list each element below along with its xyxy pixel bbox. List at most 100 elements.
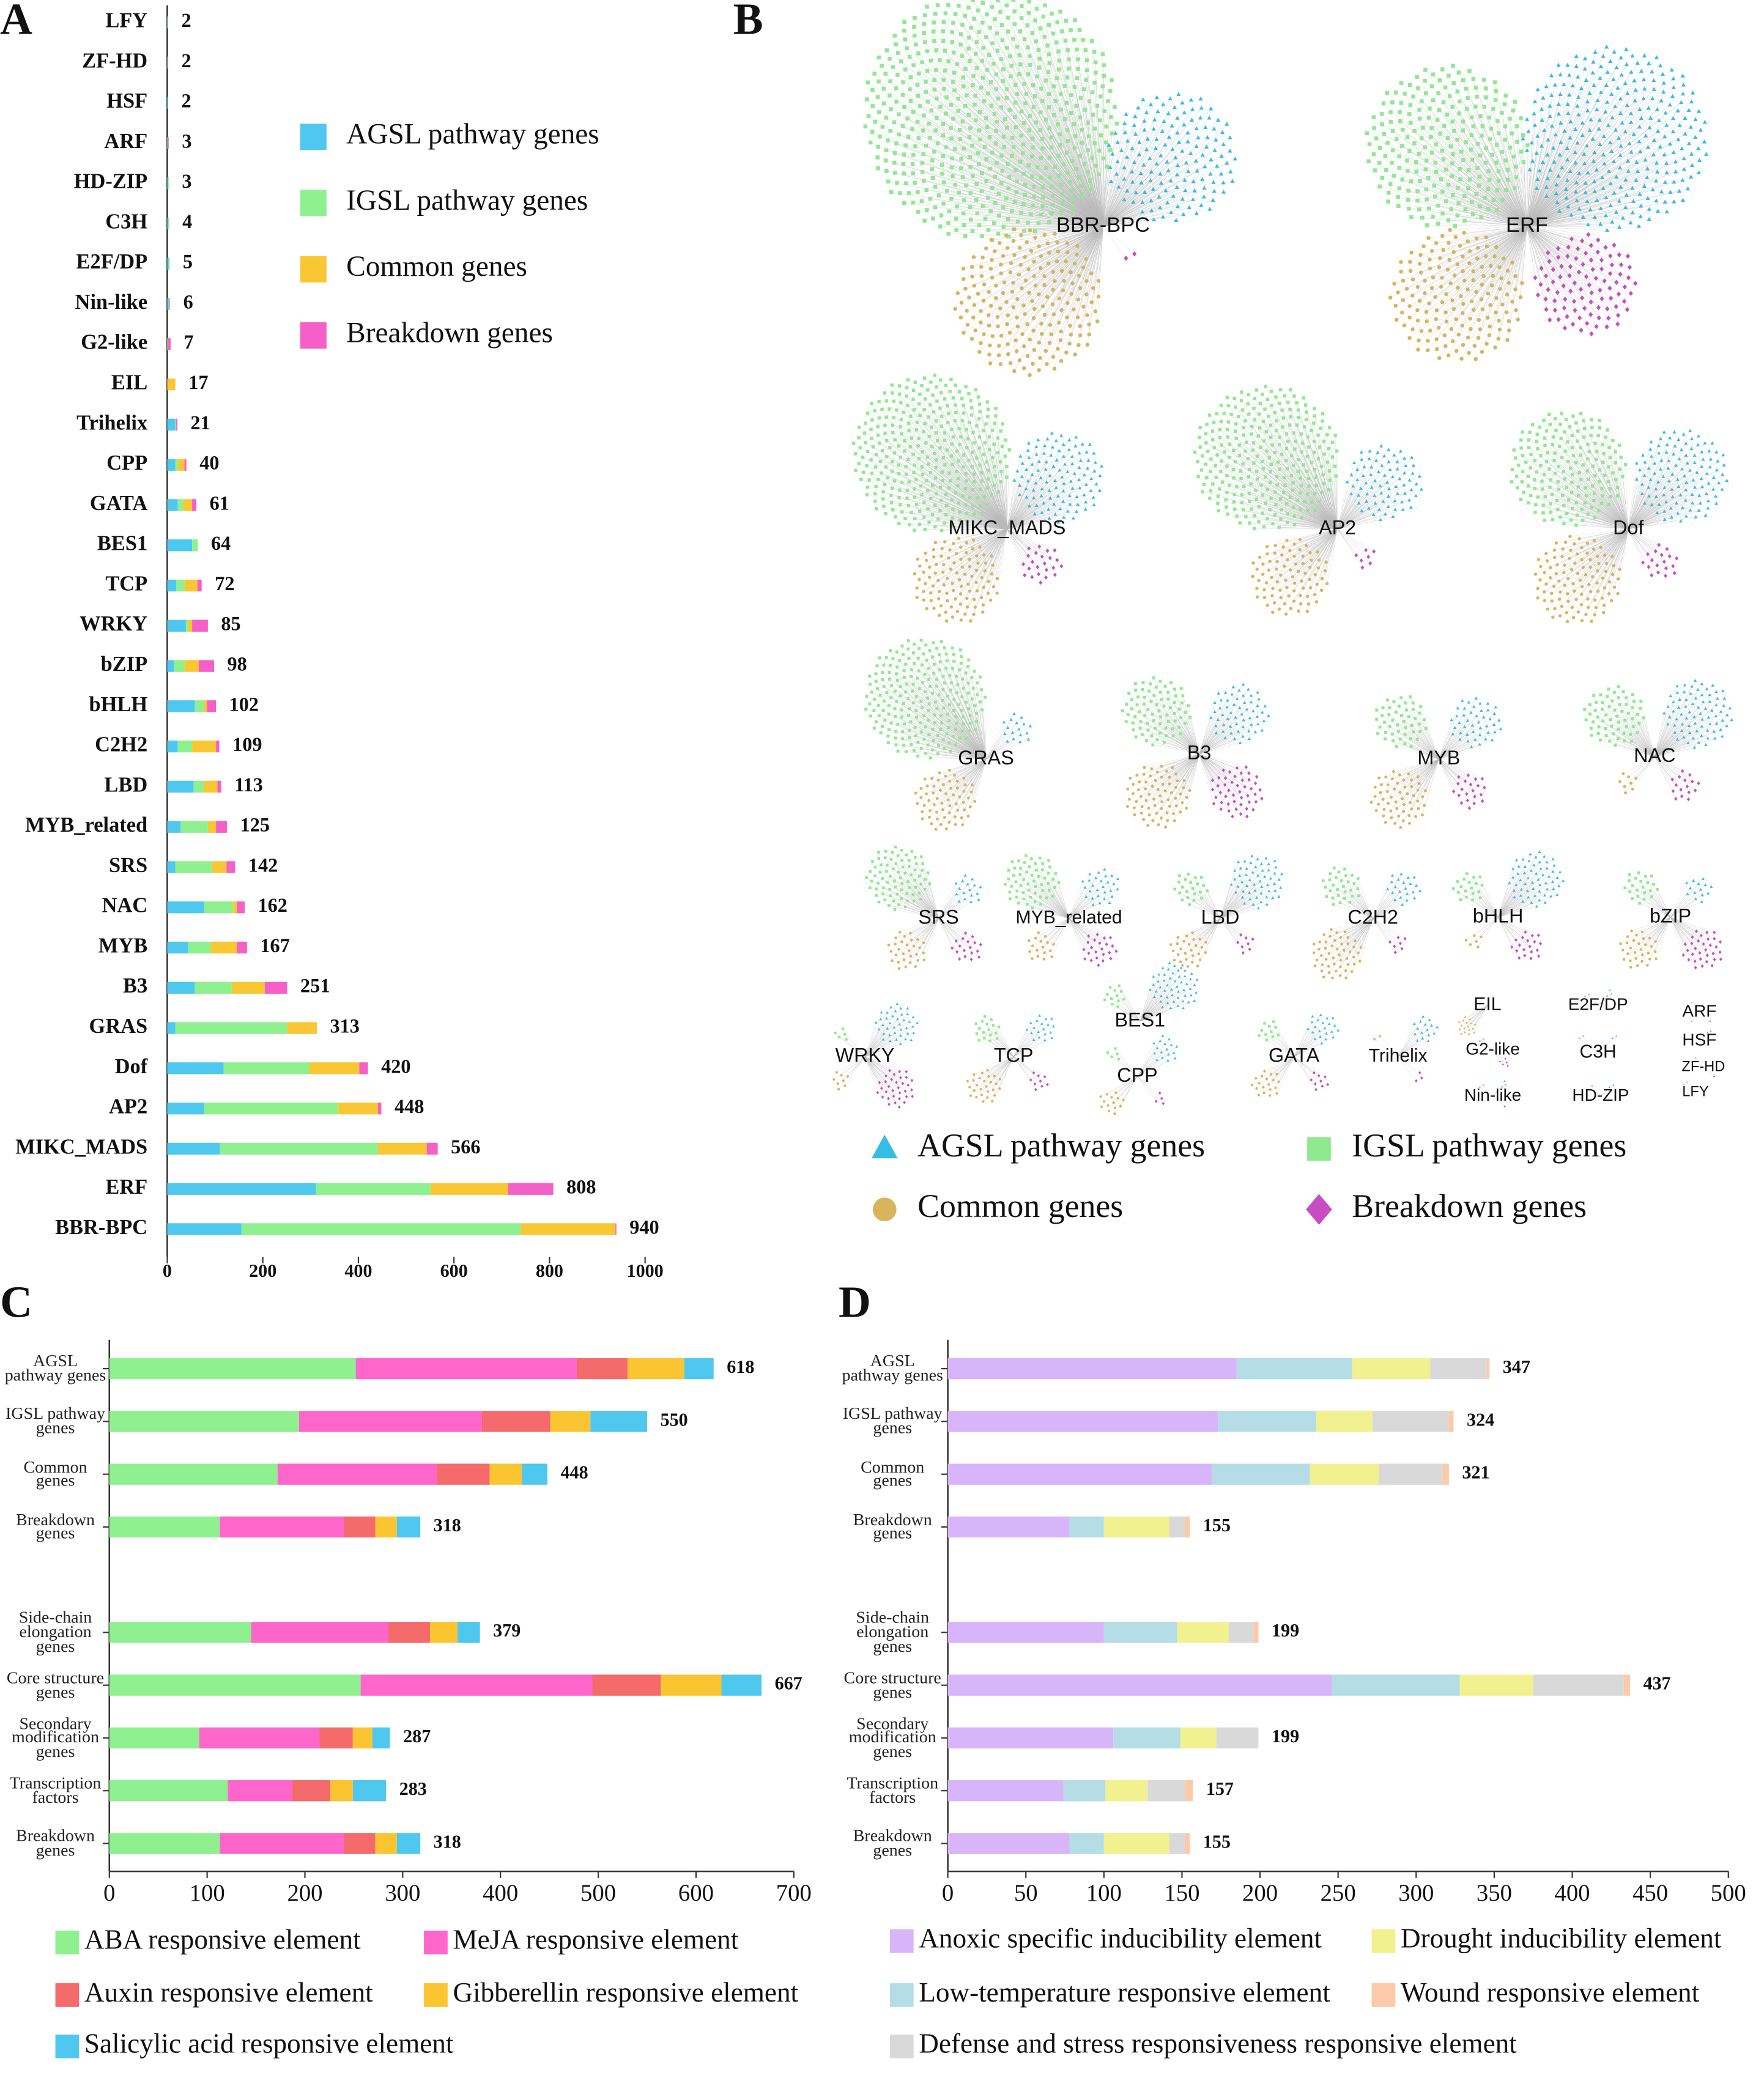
edge (1103, 150, 1215, 227)
edge (934, 151, 1103, 227)
edge (1001, 155, 1103, 227)
edge (986, 180, 1103, 227)
edge (1103, 160, 1196, 227)
edge (944, 70, 1103, 227)
edge (1025, 194, 1103, 227)
edge (1023, 174, 1103, 227)
edge (973, 76, 1103, 227)
edge (1080, 97, 1103, 227)
edge (1103, 171, 1231, 227)
edge (1029, 65, 1103, 227)
edge (938, 143, 1103, 227)
edge (1051, 147, 1103, 227)
edge (995, 176, 1103, 227)
edge (1017, 46, 1103, 227)
edge (1103, 148, 1156, 227)
edge (1067, 77, 1103, 227)
edge (1103, 158, 1236, 227)
edge (1103, 187, 1177, 227)
edge (1527, 226, 1587, 324)
edge (922, 163, 1103, 227)
edge (1103, 120, 1145, 227)
edge (1012, 138, 1103, 227)
edge (1438, 93, 1527, 227)
edge (1061, 94, 1103, 227)
edge (1002, 171, 1103, 227)
edge (1103, 117, 1210, 227)
edge (1103, 149, 1173, 227)
edge (973, 85, 1103, 227)
edge (961, 158, 1103, 227)
edge (1103, 214, 1184, 227)
edge (1103, 171, 1188, 227)
edge (1012, 155, 1103, 227)
edge (1103, 187, 1119, 227)
edge (1103, 124, 1184, 227)
edge (1396, 226, 1527, 320)
edge (954, 52, 1103, 227)
edge (962, 121, 1103, 227)
edge (934, 89, 1103, 227)
edge (1058, 69, 1103, 227)
edge (998, 98, 1103, 227)
edge (1032, 85, 1103, 227)
edge (922, 171, 1103, 227)
edge (1021, 111, 1103, 227)
edge (1049, 54, 1103, 227)
edge (1013, 147, 1103, 227)
edge (1042, 139, 1103, 227)
edge (1067, 130, 1103, 227)
edge (1103, 137, 1169, 227)
edge (1073, 124, 1103, 227)
edge (910, 77, 1103, 227)
edge (1103, 132, 1178, 227)
edge (1103, 216, 1163, 227)
edge (968, 114, 1103, 227)
edge (1103, 166, 1206, 227)
edge (1103, 124, 1227, 227)
edge (1103, 190, 1128, 227)
edge (953, 118, 1103, 227)
edge (986, 159, 1103, 227)
edge (1103, 146, 1197, 227)
edge (1103, 180, 1171, 227)
edge (1103, 144, 1166, 227)
edge (1103, 220, 1176, 227)
edge (1003, 136, 1103, 227)
edge (944, 89, 1103, 227)
edge (913, 155, 1103, 227)
edge (1103, 141, 1128, 227)
edge (966, 95, 1103, 227)
edge (1076, 105, 1103, 227)
edge (1103, 128, 1197, 227)
edge (1103, 141, 1188, 227)
edge (1084, 109, 1103, 227)
edge (1103, 163, 1187, 227)
edge (1527, 226, 1618, 325)
edge (1103, 109, 1193, 227)
edge (1103, 190, 1185, 227)
edge (925, 92, 1103, 227)
edge (1103, 150, 1231, 227)
edge (1103, 108, 1139, 227)
edge (982, 78, 1103, 227)
edge (1537, 434, 1629, 530)
edge (989, 137, 1103, 227)
edge (1469, 71, 1527, 227)
edge (1049, 63, 1103, 227)
edge (976, 183, 1103, 227)
edge (1103, 142, 1140, 227)
edge (1103, 139, 1157, 227)
edge (996, 74, 1103, 227)
edge (992, 43, 1103, 227)
edge (1072, 160, 1103, 227)
edge (946, 113, 1103, 227)
edge (1103, 180, 1151, 227)
edge (948, 61, 1103, 227)
edge (1059, 134, 1103, 227)
edge (1103, 199, 1193, 227)
edge (1103, 133, 1188, 227)
edge (908, 136, 1103, 227)
edge (1428, 226, 1527, 350)
